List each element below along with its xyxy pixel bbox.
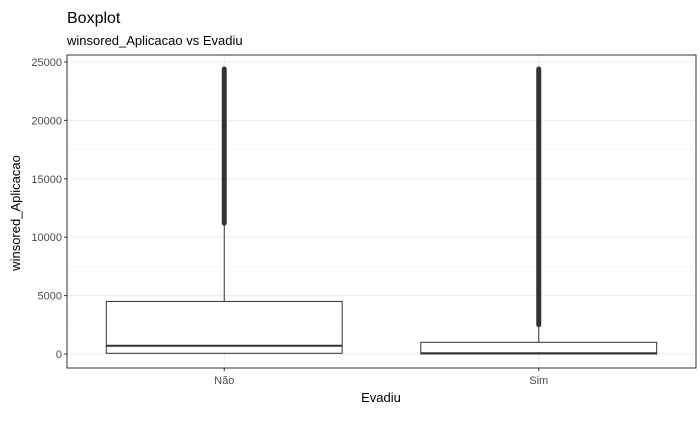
x-tick-label: Sim <box>529 375 548 387</box>
y-axis: 0 5000 10000 15000 20000 25000 <box>31 57 67 361</box>
x-tick-label: Não <box>214 375 234 387</box>
y-tick-label: 15000 <box>31 174 62 186</box>
box-iqr <box>420 341 658 355</box>
box-series <box>105 66 658 355</box>
panel-border <box>66 54 697 369</box>
x-axis-title: Evadiu <box>361 390 401 405</box>
y-axis-title: winsored_Aplicacao <box>8 155 23 272</box>
y-tick-label: 5000 <box>38 291 62 303</box>
y-tick-label: 10000 <box>31 232 62 244</box>
box-iqr <box>105 300 343 354</box>
y-tick-label: 0 <box>56 349 62 361</box>
box-1 <box>420 66 658 355</box>
x-axis: Não Sim <box>214 368 548 387</box>
chart-title: Boxplot <box>67 10 121 27</box>
y-tick-label: 25000 <box>31 57 62 69</box>
y-tick-label: 20000 <box>31 115 62 127</box>
chart-subtitle: winsored_Aplicacao vs Evadiu <box>66 33 243 48</box>
box-0 <box>105 66 343 354</box>
